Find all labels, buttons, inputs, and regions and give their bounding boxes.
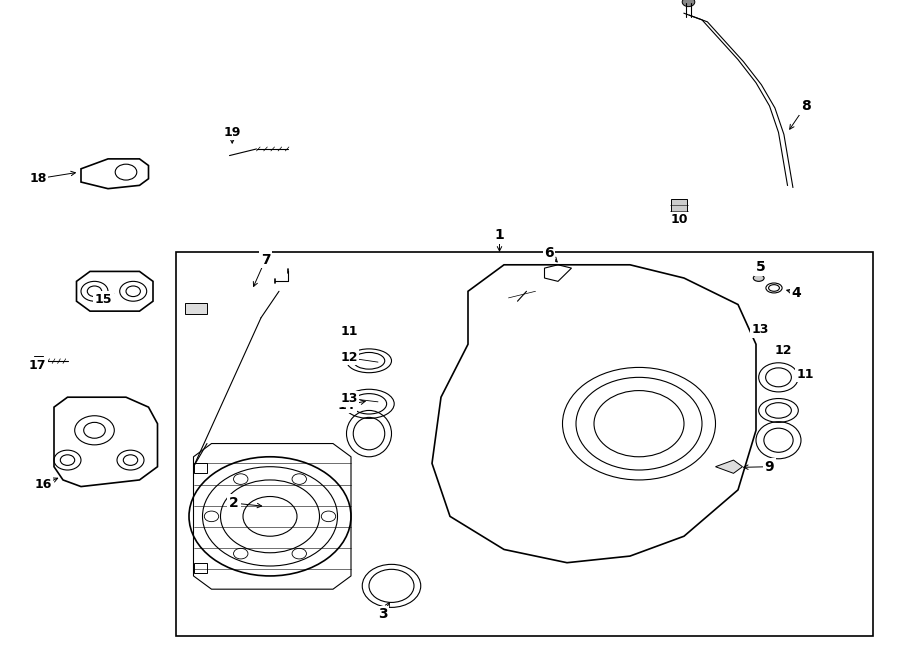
Circle shape <box>321 511 336 522</box>
Text: 16: 16 <box>34 478 52 491</box>
Bar <box>184 303 207 314</box>
Text: 10: 10 <box>670 213 688 226</box>
Bar <box>194 463 207 473</box>
Text: 9: 9 <box>765 459 774 474</box>
Text: 19: 19 <box>223 126 241 139</box>
Text: 4: 4 <box>792 285 801 300</box>
Text: 17: 17 <box>29 359 47 372</box>
Text: 13: 13 <box>752 323 770 336</box>
Bar <box>194 563 207 573</box>
Circle shape <box>234 474 248 485</box>
Text: 11: 11 <box>796 367 814 381</box>
Bar <box>34 356 43 365</box>
Bar <box>176 252 873 636</box>
Circle shape <box>204 511 219 522</box>
Circle shape <box>234 548 248 559</box>
Text: 6: 6 <box>544 246 554 260</box>
Text: 3: 3 <box>378 607 387 622</box>
Polygon shape <box>716 460 742 473</box>
Text: 12: 12 <box>340 351 358 364</box>
Text: 12: 12 <box>774 344 792 357</box>
Circle shape <box>292 474 306 485</box>
Text: 5: 5 <box>756 260 765 275</box>
Text: 14: 14 <box>338 399 356 412</box>
Text: 7: 7 <box>261 252 270 267</box>
Text: 2: 2 <box>230 496 238 510</box>
Ellipse shape <box>753 275 764 281</box>
Text: 1: 1 <box>495 228 504 242</box>
Circle shape <box>682 0 695 7</box>
Text: 13: 13 <box>340 392 358 405</box>
Text: 8: 8 <box>801 99 810 113</box>
Text: 18: 18 <box>29 172 47 185</box>
Text: 11: 11 <box>340 324 358 338</box>
Bar <box>670 199 687 217</box>
Text: 15: 15 <box>94 293 112 306</box>
Circle shape <box>292 548 306 559</box>
